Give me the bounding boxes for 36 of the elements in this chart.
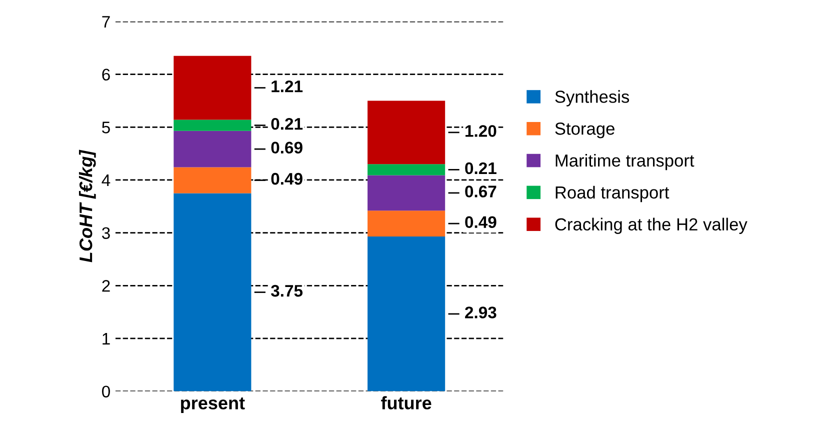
x-tick-label: present [181,397,245,413]
legend-label: Road transport [556,186,670,202]
data-label: 2.93 [465,306,496,318]
y-tick-label: 5 [102,122,110,134]
legend-label: Cracking at the H2 valley [555,218,748,234]
y-tick-label: 3 [102,227,110,240]
data-label: 3.75 [270,284,303,297]
x-tick-label: future [381,396,432,410]
y-tick-label: 1 [102,333,110,345]
bar [368,100,446,164]
data-label: 0.67 [465,186,496,198]
bar [174,193,252,392]
y-tick-label: 2 [102,280,110,292]
legend-label: Maritime transport [556,154,694,170]
bar [174,120,252,131]
legend-label: Synthesis [555,90,630,106]
bar [368,164,446,176]
data-label: 1.21 [272,80,303,92]
y-tick-label: 0 [102,386,110,398]
data-label: 0.49 [465,216,496,228]
bar [368,236,446,392]
data-label: 0.49 [271,172,302,185]
y-axis-title: LCoHT [€/kg] [78,150,96,262]
bar [368,175,446,211]
legend-label: Storage [555,122,614,138]
data-label: 1.20 [466,125,496,137]
data-label: 0.21 [271,118,303,130]
bar [174,130,252,168]
bar [174,56,252,120]
data-label: 0.21 [465,162,496,174]
y-tick-label: 4 [102,174,110,186]
y-tick-label: 6 [102,68,110,81]
bar [174,167,252,194]
data-label: 0.69 [271,142,302,154]
y-tick-label: 7 [102,16,110,28]
bar [368,210,446,237]
